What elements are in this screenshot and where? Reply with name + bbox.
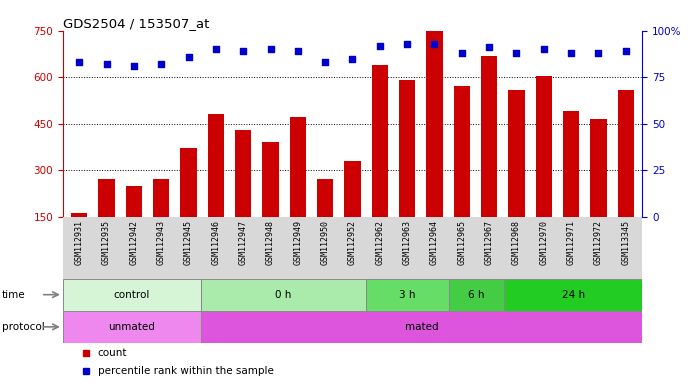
Point	[237, 48, 248, 54]
Point	[593, 50, 604, 56]
Text: GSM112945: GSM112945	[184, 220, 193, 265]
Point	[265, 46, 276, 52]
Bar	[426, 31, 443, 217]
Point	[183, 54, 194, 60]
Text: GSM112965: GSM112965	[457, 220, 466, 265]
Bar	[399, 80, 415, 217]
Bar	[504, 278, 642, 311]
Point	[320, 59, 331, 65]
Point	[429, 41, 440, 47]
Text: GSM112931: GSM112931	[75, 220, 84, 265]
Bar	[618, 89, 634, 217]
Bar	[449, 278, 504, 311]
Text: GSM112967: GSM112967	[484, 220, 493, 265]
Bar	[317, 179, 334, 217]
Text: GSM112943: GSM112943	[156, 220, 165, 265]
Bar	[63, 278, 201, 311]
Bar	[153, 179, 170, 217]
Text: GSM112972: GSM112972	[594, 220, 603, 265]
Point	[292, 48, 304, 54]
Bar	[180, 149, 197, 217]
Text: GSM112946: GSM112946	[211, 220, 221, 265]
Text: GSM112942: GSM112942	[129, 220, 138, 265]
Text: GSM112950: GSM112950	[320, 220, 329, 265]
Bar	[481, 56, 497, 217]
Bar	[290, 118, 306, 217]
Text: mated: mated	[405, 322, 438, 332]
Text: GSM112952: GSM112952	[348, 220, 357, 265]
Bar	[454, 86, 470, 217]
Text: GSM112962: GSM112962	[376, 220, 385, 265]
Text: GSM112935: GSM112935	[102, 220, 111, 265]
Text: protocol: protocol	[2, 322, 45, 332]
Point	[73, 59, 84, 65]
Bar	[563, 111, 579, 217]
Text: unmated: unmated	[108, 322, 155, 332]
Point	[456, 50, 468, 56]
Point	[156, 61, 167, 67]
Point	[538, 46, 549, 52]
Point	[210, 46, 221, 52]
Text: GSM112949: GSM112949	[293, 220, 302, 265]
Bar	[208, 114, 224, 217]
Text: GSM112970: GSM112970	[540, 220, 549, 265]
Bar	[591, 119, 607, 217]
Bar	[235, 130, 251, 217]
Bar	[371, 65, 388, 217]
Text: GSM112947: GSM112947	[239, 220, 248, 265]
Bar	[366, 278, 449, 311]
Point	[484, 45, 495, 51]
Point	[128, 63, 140, 69]
Bar	[63, 311, 201, 343]
Bar	[344, 161, 361, 217]
Bar	[126, 185, 142, 217]
Bar	[98, 179, 114, 217]
Text: GSM112971: GSM112971	[567, 220, 576, 265]
Bar	[508, 89, 525, 217]
Text: 24 h: 24 h	[562, 290, 585, 300]
Text: GSM113345: GSM113345	[621, 220, 630, 265]
Text: percentile rank within the sample: percentile rank within the sample	[98, 366, 274, 376]
Text: 3 h: 3 h	[399, 290, 416, 300]
Text: control: control	[114, 290, 150, 300]
Text: GSM112963: GSM112963	[403, 220, 412, 265]
Bar	[535, 76, 552, 217]
Point	[101, 61, 112, 67]
Point	[565, 50, 577, 56]
Text: 0 h: 0 h	[275, 290, 292, 300]
Point	[621, 48, 632, 54]
Bar	[71, 214, 87, 217]
Point	[511, 50, 522, 56]
Bar	[201, 278, 366, 311]
Text: count: count	[98, 348, 127, 358]
Text: GSM112964: GSM112964	[430, 220, 439, 265]
Text: GDS2504 / 153507_at: GDS2504 / 153507_at	[63, 17, 209, 30]
Text: GSM112948: GSM112948	[266, 220, 275, 265]
Text: 6 h: 6 h	[468, 290, 485, 300]
Point	[347, 56, 358, 62]
Point	[374, 43, 385, 49]
Text: time: time	[2, 290, 26, 300]
Text: GSM112968: GSM112968	[512, 220, 521, 265]
Point	[401, 41, 413, 47]
Bar	[201, 311, 642, 343]
Bar	[262, 142, 279, 217]
